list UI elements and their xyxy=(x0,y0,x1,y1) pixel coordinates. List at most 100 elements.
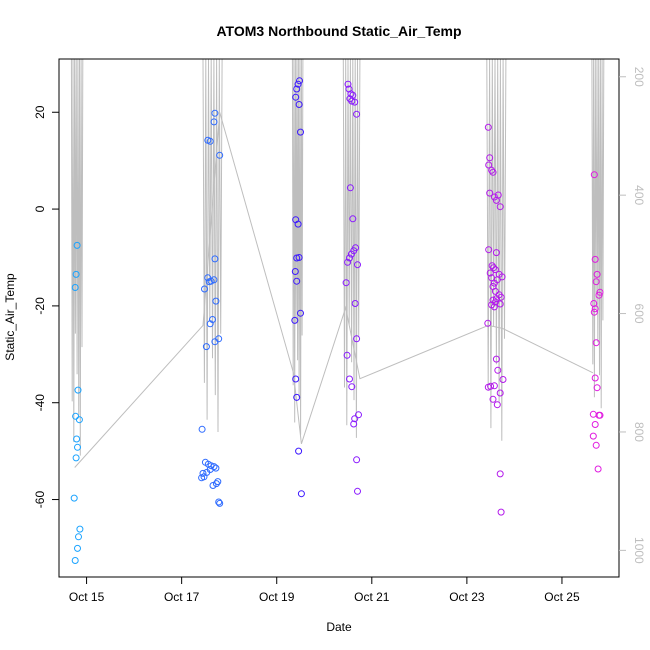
data-point xyxy=(292,93,300,101)
data-point xyxy=(488,166,496,174)
data-point xyxy=(75,533,82,541)
data-point xyxy=(594,465,602,473)
data-point xyxy=(592,441,600,449)
data-point xyxy=(593,384,601,392)
data-point xyxy=(72,454,80,462)
data-point xyxy=(72,270,80,278)
x-axis-label: Date xyxy=(326,620,352,634)
data-point xyxy=(348,97,356,105)
data-point xyxy=(485,246,493,254)
y2-tick-label: 800 xyxy=(632,422,646,442)
x-tick-label: Oct 25 xyxy=(544,590,580,604)
data-point xyxy=(486,269,494,277)
data-point xyxy=(353,335,361,343)
data-point xyxy=(297,309,304,317)
data-point xyxy=(75,416,83,424)
x-tick-label: Oct 23 xyxy=(449,590,485,604)
y2-axis: 200 400 600 800 1000 xyxy=(619,67,646,564)
data-point xyxy=(210,118,218,126)
data-point xyxy=(484,383,492,391)
data-point xyxy=(350,420,358,428)
pressure-burst-5 xyxy=(486,58,507,441)
data-point xyxy=(343,351,351,359)
data-point xyxy=(74,386,82,394)
data-point xyxy=(355,411,362,419)
data-point xyxy=(348,383,356,391)
data-point xyxy=(198,425,206,433)
data-point xyxy=(499,376,507,383)
data-point xyxy=(347,90,355,98)
data-point xyxy=(496,389,504,397)
data-point xyxy=(497,508,505,516)
y-tick-label: 0 xyxy=(33,205,47,212)
data-point xyxy=(347,250,355,258)
points-layer xyxy=(70,77,604,564)
data-point xyxy=(489,168,497,176)
data-point xyxy=(490,264,497,272)
y-axis: 20 0 -20 -40 -60 xyxy=(33,105,59,508)
data-point xyxy=(71,284,79,291)
data-point xyxy=(297,490,305,498)
y-axis-label: Static_Air_Temp xyxy=(3,273,17,361)
data-point xyxy=(595,291,603,299)
data-point xyxy=(199,469,207,477)
data-point xyxy=(589,432,597,440)
data-point xyxy=(212,297,220,305)
pressure-burst-4 xyxy=(342,58,361,438)
data-point xyxy=(493,401,501,409)
x-tick-label: Oct 15 xyxy=(69,590,105,604)
data-point xyxy=(486,189,494,197)
data-point xyxy=(295,101,303,108)
x-tick-label: Oct 21 xyxy=(354,590,390,604)
series-6 xyxy=(589,171,604,473)
data-point xyxy=(293,393,301,401)
data-point xyxy=(591,255,599,263)
data-point xyxy=(490,279,498,287)
data-point xyxy=(294,220,302,228)
data-point xyxy=(484,123,492,131)
data-point xyxy=(216,499,224,507)
pressure-burst-2 xyxy=(202,58,223,433)
data-point xyxy=(489,395,497,403)
x-axis: Oct 15 Oct 17 Oct 19 Oct 21 Oct 23 Oct 25 xyxy=(69,576,580,604)
data-point xyxy=(351,415,359,423)
data-point xyxy=(205,278,213,286)
data-point xyxy=(198,474,206,482)
data-point xyxy=(490,303,498,311)
data-point xyxy=(492,249,500,257)
data-point xyxy=(596,288,604,296)
data-point xyxy=(293,277,301,285)
data-point xyxy=(342,279,350,287)
data-point xyxy=(211,338,219,346)
series-2 xyxy=(198,109,224,507)
y2-tick-label: 600 xyxy=(632,304,646,324)
data-point xyxy=(74,544,81,552)
data-point xyxy=(491,266,499,274)
data-point xyxy=(214,478,222,486)
data-point xyxy=(201,285,208,293)
data-point xyxy=(211,109,219,117)
data-point xyxy=(351,300,359,307)
data-point xyxy=(295,447,303,455)
data-point xyxy=(497,293,505,301)
data-point xyxy=(492,295,500,303)
data-point xyxy=(353,110,361,118)
data-point xyxy=(291,316,299,324)
data-point xyxy=(215,498,223,506)
data-point xyxy=(202,343,210,351)
data-point xyxy=(73,435,81,443)
data-point xyxy=(496,470,504,478)
data-point xyxy=(295,254,303,261)
series-1 xyxy=(70,241,84,564)
data-point xyxy=(351,98,359,106)
data-point xyxy=(211,255,219,263)
series-5 xyxy=(484,123,507,516)
data-point xyxy=(212,480,220,488)
data-point xyxy=(354,261,361,269)
data-point xyxy=(492,196,500,204)
data-point xyxy=(296,77,303,85)
data-point xyxy=(73,241,81,249)
series-3 xyxy=(291,77,305,498)
